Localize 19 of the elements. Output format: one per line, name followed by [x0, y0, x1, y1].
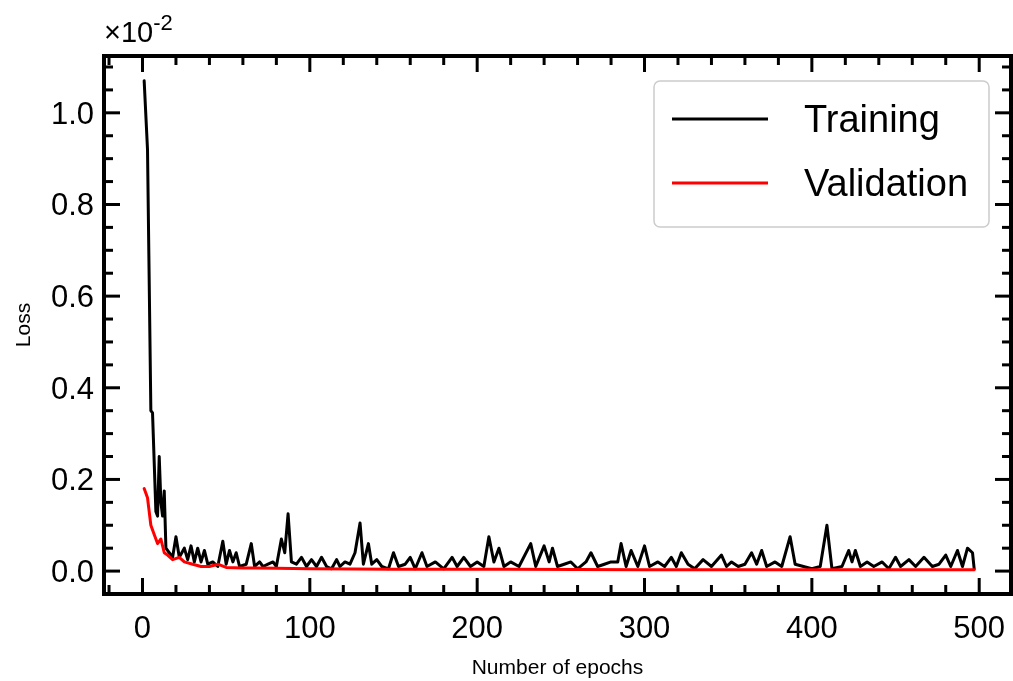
- legend-label: Validation: [804, 162, 969, 204]
- y-tick-label: 0.2: [50, 462, 94, 498]
- x-axis-title: Number of epochs: [471, 655, 644, 678]
- x-tick-label: 100: [283, 610, 336, 645]
- line-series: [142, 487, 976, 572]
- x-tick-label: 300: [618, 610, 671, 645]
- text: ×10$^{-2}$: [104, 9, 173, 48]
- y-tick-label: 0.4: [50, 370, 94, 406]
- x-tick-label: 200: [451, 610, 504, 645]
- y-tick-label: 0.8: [50, 187, 94, 223]
- y-tick-label: 0.0: [50, 554, 94, 590]
- y-tick-label: 1.0: [50, 95, 94, 131]
- x-tick-label: 400: [785, 610, 838, 645]
- x-tick-label: 500: [953, 610, 1006, 645]
- legend-label: Training: [804, 98, 940, 140]
- line-series: [142, 79, 976, 571]
- y-axis-title: Loss: [11, 302, 34, 348]
- x-tick-label: 0: [133, 610, 152, 645]
- y-tick-label: 0.6: [50, 279, 94, 315]
